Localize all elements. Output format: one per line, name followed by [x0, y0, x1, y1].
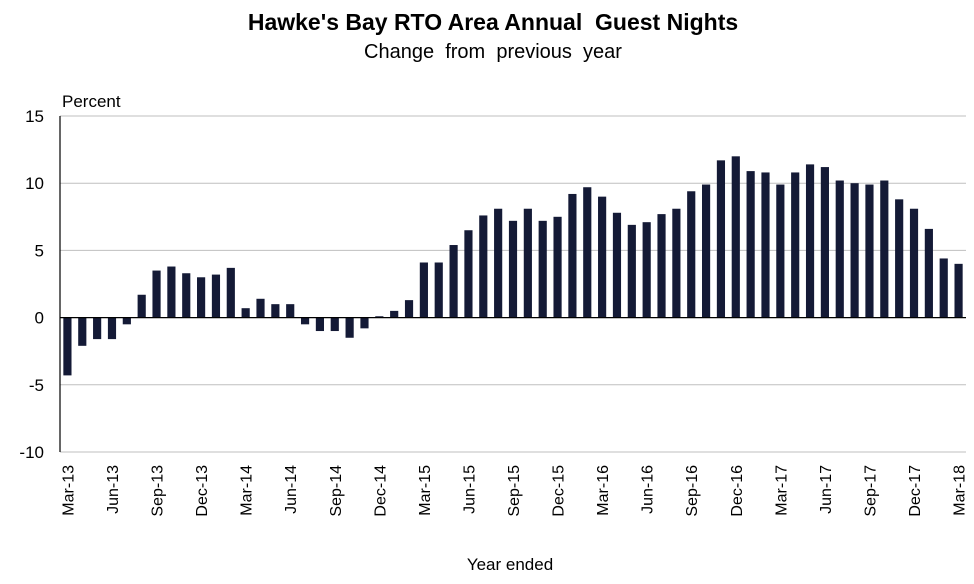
- bar: [241, 308, 250, 318]
- x-tick-label: Dec-15: [551, 465, 568, 517]
- bar: [954, 263, 963, 318]
- bar: [419, 262, 428, 318]
- bar: [672, 208, 681, 318]
- x-tick-label: Sep-17: [862, 465, 879, 517]
- x-tick-label: Mar-17: [773, 465, 790, 516]
- axes: [59, 116, 966, 452]
- x-tick-label: Sep-13: [150, 465, 167, 517]
- y-axis-label: Percent: [62, 92, 121, 111]
- x-tick-label: Jun-13: [105, 465, 122, 514]
- x-tick-label: Dec-14: [372, 465, 389, 517]
- bar: [939, 258, 948, 318]
- x-tick-label: Dec-16: [729, 465, 746, 517]
- y-tick-label: 5: [35, 241, 44, 260]
- x-tick-label: Jun-16: [640, 465, 657, 514]
- bar: [137, 294, 146, 318]
- bar: [523, 208, 532, 318]
- bar: [167, 266, 176, 318]
- bar: [924, 228, 933, 318]
- bar: [909, 208, 919, 318]
- bar: [107, 317, 117, 340]
- bar: [687, 191, 696, 318]
- x-tick-label: Dec-17: [907, 465, 924, 517]
- bar: [226, 267, 235, 318]
- bar: [583, 187, 592, 318]
- y-tick-label: -10: [19, 443, 44, 462]
- bar: [434, 262, 443, 318]
- bar: [880, 180, 889, 318]
- x-tick-label: Jun-14: [283, 465, 300, 514]
- bar: [746, 171, 755, 318]
- bar: [375, 316, 384, 318]
- y-tick-label: -5: [29, 376, 44, 395]
- x-tick-label: Mar-15: [417, 465, 434, 516]
- x-tick-label: Jun-17: [818, 465, 835, 514]
- bar: [197, 277, 206, 318]
- bar: [791, 172, 800, 318]
- chart-title: Hawke's Bay RTO Area Annual Guest Nights: [248, 9, 738, 35]
- y-tick-label: 0: [35, 309, 44, 328]
- bar: [642, 222, 651, 318]
- bar: [716, 160, 726, 318]
- bar: [122, 317, 131, 325]
- bar: [300, 317, 310, 325]
- y-tick-label: 10: [25, 174, 44, 193]
- bar: [390, 310, 399, 318]
- bar: [553, 216, 562, 318]
- bar: [508, 220, 518, 318]
- x-axis-label: Year ended: [467, 555, 553, 574]
- x-tick-label: Sep-15: [506, 465, 523, 517]
- bar: [256, 298, 265, 318]
- bar: [404, 300, 414, 318]
- bar: [835, 180, 844, 318]
- bar: [315, 317, 325, 332]
- bar: [494, 208, 503, 318]
- bar: [479, 215, 488, 318]
- bar: [538, 220, 547, 318]
- bar: [761, 172, 770, 318]
- bar: [895, 199, 904, 318]
- x-tick-label: Mar-18: [952, 465, 969, 516]
- x-tick-label: Dec-13: [194, 465, 211, 517]
- bar: [627, 224, 636, 318]
- x-tick-labels: Mar-13 Jun-13 Sep-13 Dec-13 Mar-14 Jun-14 Sep-…: [60, 465, 968, 517]
- bar: [63, 317, 72, 376]
- bar: [330, 317, 339, 332]
- bar: [598, 196, 607, 318]
- bar: [93, 317, 102, 340]
- bar: [612, 212, 622, 318]
- bar: [78, 317, 87, 346]
- bar: [805, 164, 815, 318]
- bar: [152, 270, 161, 318]
- bar: [731, 156, 740, 318]
- bar: [211, 274, 221, 318]
- bar: [865, 184, 874, 318]
- bar: [286, 304, 295, 318]
- x-tick-label: Sep-16: [684, 465, 701, 517]
- bar: [657, 214, 666, 318]
- bars: [63, 156, 963, 376]
- bar: [271, 304, 280, 318]
- bar: [820, 167, 829, 318]
- bar: [345, 317, 354, 338]
- x-tick-label: Mar-13: [60, 465, 77, 516]
- y-tick-label: 15: [25, 107, 44, 126]
- y-tick-labels: -10 -5 0 5 10 15: [19, 107, 44, 462]
- chart-subtitle: Change from previous year: [364, 41, 622, 63]
- bar: [701, 184, 711, 318]
- bar: [776, 184, 785, 318]
- x-tick-label: Sep-14: [328, 465, 345, 517]
- bar: [360, 317, 369, 329]
- bar: [568, 193, 577, 318]
- bar: [850, 183, 859, 318]
- x-tick-label: Mar-14: [239, 465, 256, 516]
- bar: [464, 230, 473, 318]
- x-tick-label: Mar-16: [595, 465, 612, 516]
- x-tick-label: Jun-15: [461, 465, 478, 514]
- bar: [449, 245, 458, 318]
- bar: [182, 273, 191, 318]
